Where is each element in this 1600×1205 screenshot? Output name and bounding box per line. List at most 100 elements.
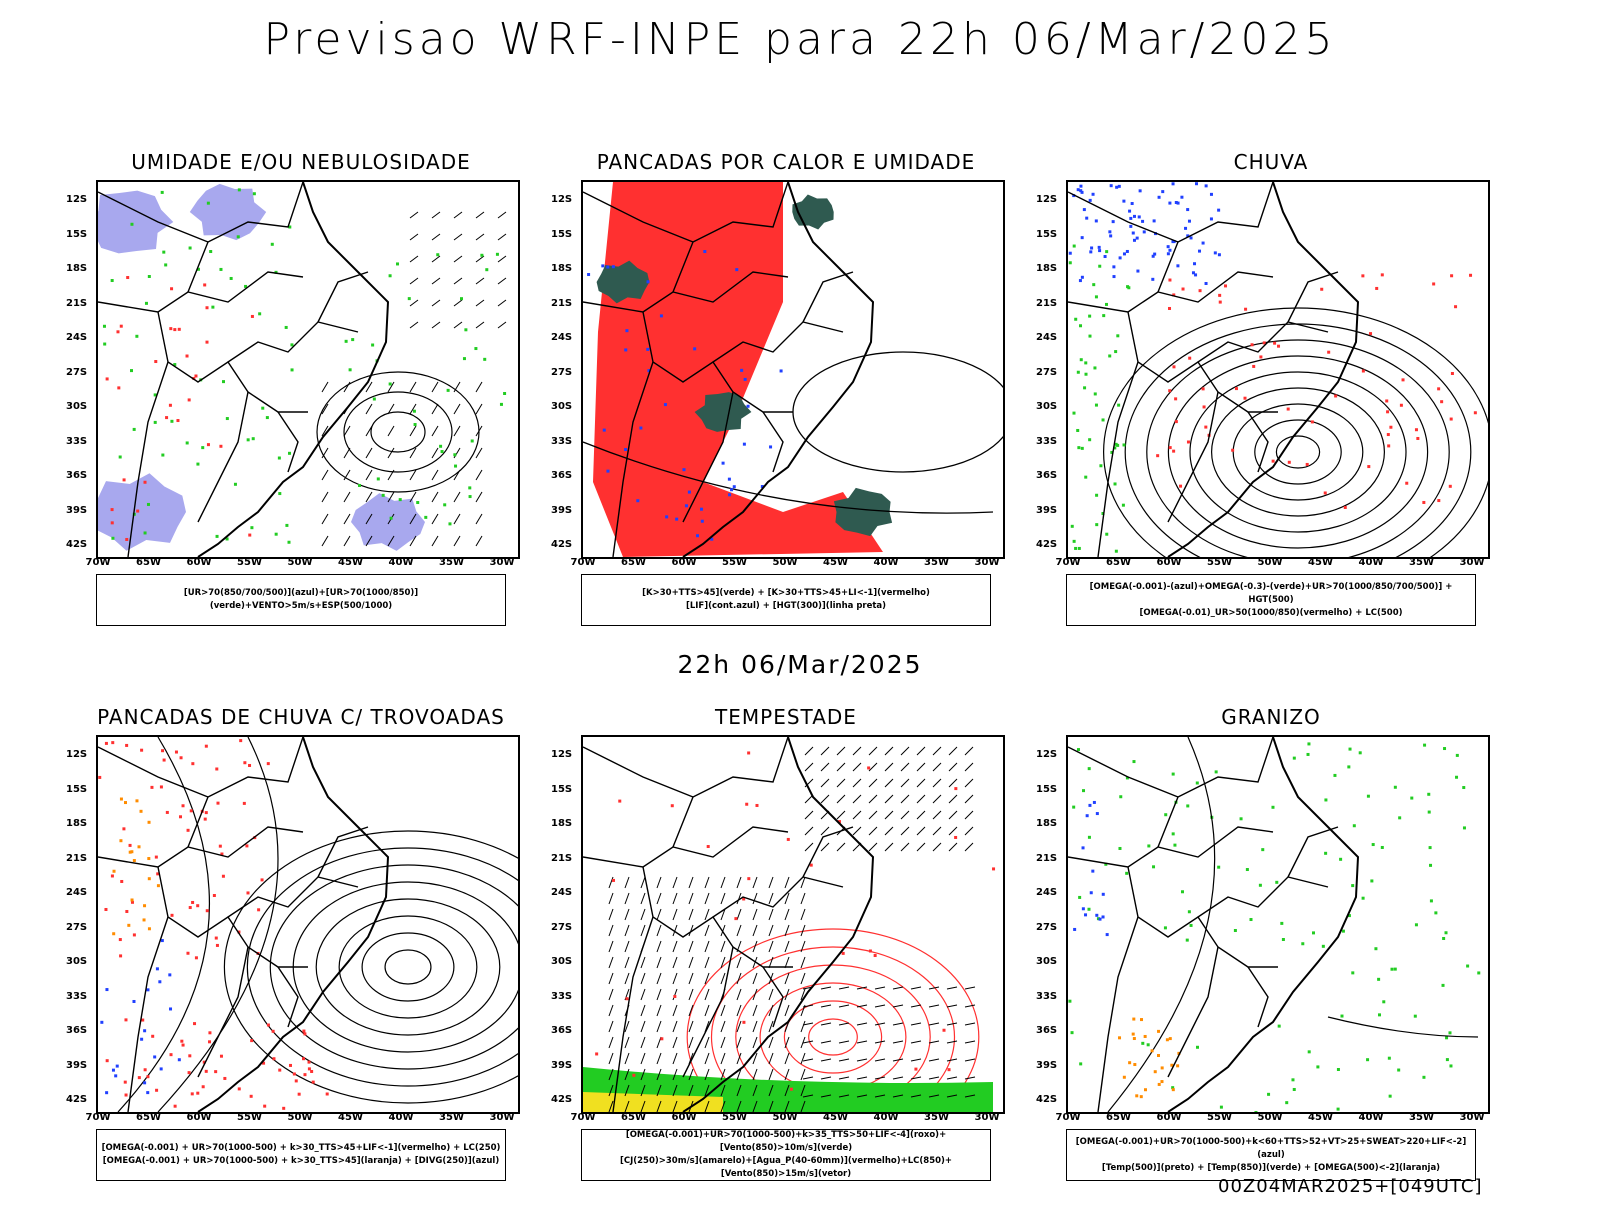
wind-vector: [932, 778, 942, 788]
wind-vector: [720, 1052, 726, 1065]
wind-vector: [453, 491, 461, 503]
wind-vector: [900, 842, 910, 852]
wind-vector: [900, 794, 910, 804]
low-humidity-contour: [251, 437, 255, 441]
low-humidity-contour: [147, 274, 151, 278]
wind-vector: [768, 956, 774, 969]
wind-vector: [910, 1004, 922, 1008]
wind-vector: [321, 469, 329, 481]
temp-850-contour: [1448, 1031, 1452, 1035]
temp-850-contour: [1324, 798, 1328, 802]
latitude-label: 15S: [66, 228, 88, 240]
streamline: [315, 898, 501, 1036]
low-humidity-contour: [236, 235, 240, 239]
wind-vector: [900, 778, 910, 788]
wind-vector: [672, 876, 678, 889]
low-humidity-contour: [102, 324, 106, 328]
low-humidity-contour: [396, 262, 400, 266]
precipitable-water-contour: [809, 863, 813, 867]
thunderstorm-area: [302, 1057, 306, 1061]
latitude-label: 33S: [551, 435, 573, 447]
thunderstorm-area: [294, 1079, 298, 1083]
thunderstorm-area: [216, 801, 220, 805]
wind-vector: [852, 746, 862, 756]
latitude-label: 42S: [551, 1094, 573, 1105]
omega-area: [1161, 190, 1165, 194]
omega-area: [1099, 464, 1103, 468]
rain-area: [1168, 278, 1172, 282]
omega-area: [1174, 201, 1178, 205]
humidity-area: [98, 473, 186, 551]
thunderstorm-area: [307, 1067, 311, 1071]
latitude-label: 42S: [66, 1094, 88, 1105]
convection-area: [147, 857, 151, 861]
wind-vector: [892, 986, 904, 990]
omega-area: [1184, 226, 1188, 230]
low-humidity-contour: [225, 417, 229, 421]
latitude-label: 30S: [66, 956, 88, 967]
thunderstorm-area: [214, 936, 218, 940]
thunderstorm-area: [128, 843, 132, 847]
omega-area: [1088, 334, 1092, 338]
lifted-index-contour: [682, 468, 686, 472]
wind-vector: [608, 1020, 614, 1033]
temp-850-contour: [1390, 967, 1394, 971]
wind-vector: [409, 299, 419, 307]
wind-vector: [409, 211, 419, 219]
convection-area: [119, 797, 123, 801]
omega-area: [1084, 361, 1088, 365]
thickness-contour: [187, 398, 191, 402]
wind-vector: [431, 277, 441, 285]
wind-vector: [752, 972, 758, 985]
temp-850-contour: [1423, 743, 1427, 747]
latitude-label: 39S: [66, 504, 88, 516]
low-humidity-contour: [288, 225, 292, 229]
rain-area: [1449, 417, 1453, 421]
wind-vector: [928, 1040, 940, 1044]
state-border: [1197, 876, 1329, 918]
omega-area: [1093, 392, 1097, 396]
state-border: [1127, 311, 1278, 413]
longitude-label: 35W: [439, 557, 464, 568]
wind-vector: [768, 924, 774, 937]
longitude-label: 40W: [1358, 557, 1384, 568]
temp-850-contour: [1422, 1075, 1426, 1079]
low-humidity-contour: [290, 368, 294, 372]
wind-vector: [752, 1052, 758, 1065]
wind-vector: [736, 1036, 742, 1049]
page-subtitle: 22h 06/Mar/2025: [677, 650, 923, 679]
omega-area: [1080, 275, 1084, 279]
wind-vector: [884, 826, 894, 836]
wind-vector: [624, 1100, 630, 1112]
thunderstorm-area: [124, 1093, 128, 1097]
precipitable-water-contour: [742, 897, 746, 901]
wind-vector: [688, 1004, 694, 1017]
latitude-label: 30S: [1036, 401, 1058, 412]
thunderstorm-area: [162, 758, 166, 762]
lifted-index-contour: [699, 507, 703, 511]
thunderstorm-area: [325, 1092, 329, 1096]
thunderstorm-area: [120, 879, 124, 883]
omega-area: [1080, 236, 1084, 240]
thunderstorm-area: [311, 1080, 315, 1084]
wind-vector: [820, 986, 832, 990]
state-border: [583, 746, 694, 798]
wind-vector: [365, 403, 373, 415]
latitude-label: 27S: [66, 921, 88, 933]
omega-area: [1191, 271, 1195, 275]
omega-area: [1193, 262, 1197, 266]
omega-area: [1080, 446, 1084, 450]
thickness-contour: [116, 330, 120, 334]
low-humidity-contour: [413, 423, 417, 427]
wind-vector: [656, 908, 662, 921]
state-border: [682, 391, 734, 523]
wind-vector: [946, 1004, 958, 1008]
low-humidity-contour: [436, 253, 440, 257]
divergence-area: [155, 967, 159, 971]
temp-850-contour: [1087, 767, 1091, 771]
latitude-label: 21S: [66, 852, 88, 864]
temp-850-contour: [1333, 773, 1337, 777]
latitude-label: 27S: [66, 366, 88, 378]
hail-area: [1088, 803, 1092, 807]
wind-vector: [868, 746, 878, 756]
